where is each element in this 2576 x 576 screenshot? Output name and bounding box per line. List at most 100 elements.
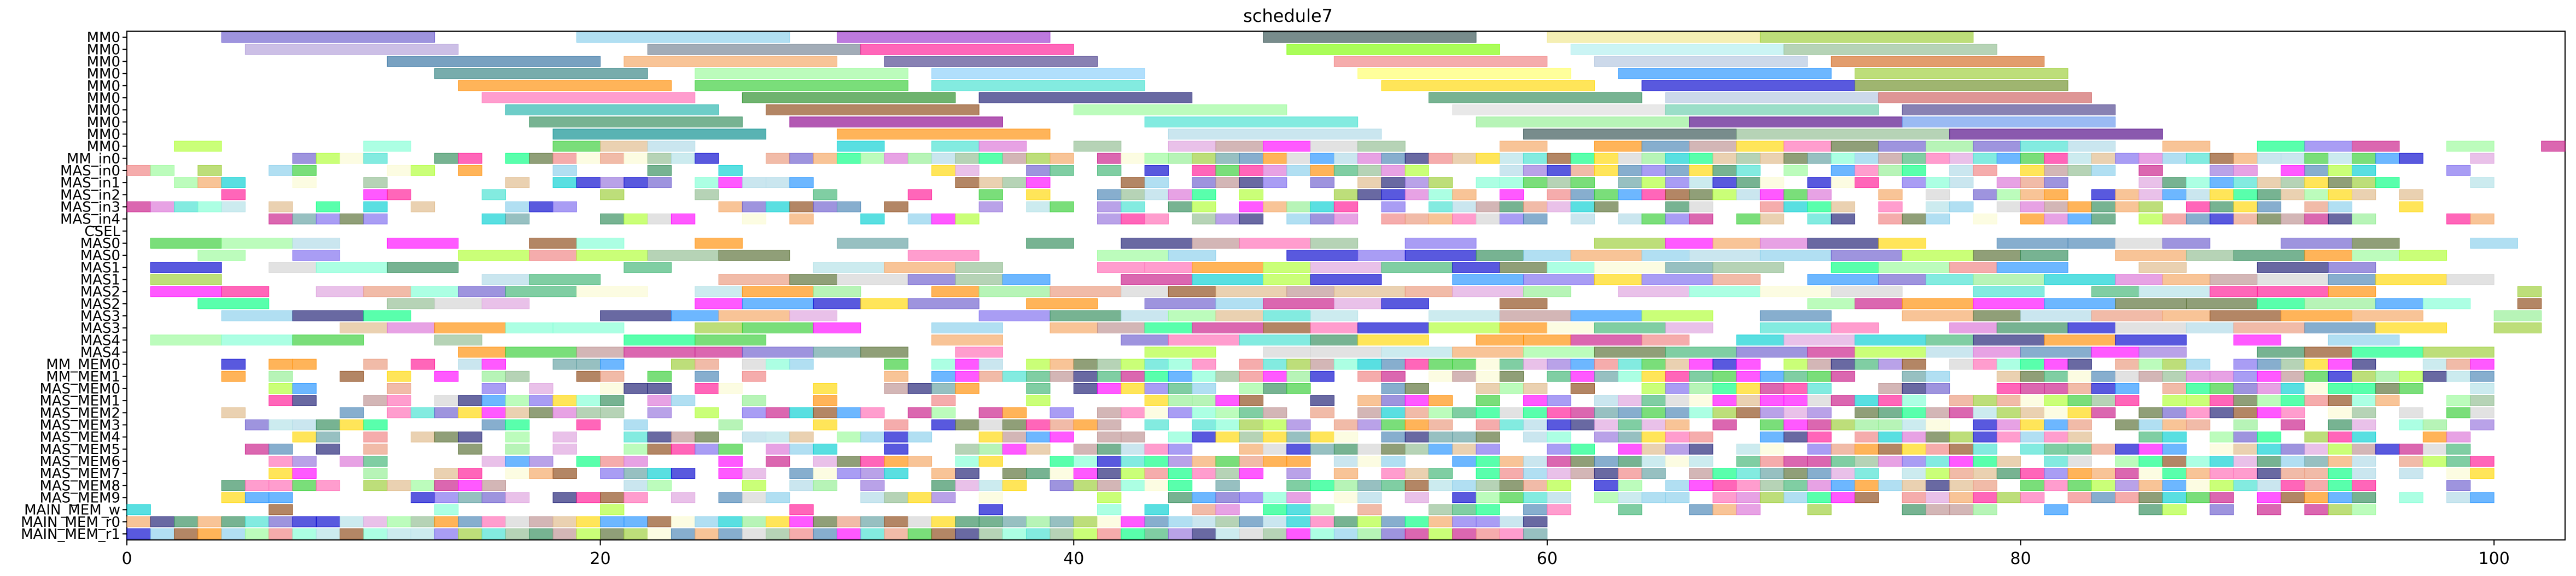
task-bar (695, 322, 743, 334)
task-bar (1831, 177, 1856, 189)
task-bar (1547, 419, 1571, 431)
task-bar (1239, 189, 1264, 201)
task-bar (623, 516, 648, 527)
task-bar (126, 504, 151, 515)
task-bar (1050, 322, 1098, 334)
task-bar (316, 201, 341, 213)
y-tick-label: MAS3 (80, 320, 120, 337)
task-bar (1807, 431, 1832, 443)
task-bar (1902, 419, 1926, 431)
task-bar (1618, 189, 1642, 201)
task-bar (1570, 334, 1642, 346)
task-bar (1665, 492, 1690, 503)
task-bar (2020, 419, 2045, 431)
task-bar (1855, 68, 2068, 79)
task-bar (2210, 371, 2234, 382)
task-bar (552, 140, 601, 152)
task-bar (1499, 407, 1524, 419)
task-bar (1996, 431, 2021, 443)
task-bar (340, 419, 364, 431)
task-bar (1357, 140, 1406, 152)
task-bar (1641, 140, 1690, 152)
task-bar (1310, 504, 1334, 515)
task-bar (1097, 250, 1169, 261)
task-bar (1689, 383, 1714, 394)
task-bar (2020, 152, 2045, 164)
task-bar (2328, 177, 2352, 189)
task-bar (1499, 298, 1548, 309)
task-bar (1641, 395, 1666, 407)
task-bar (1381, 443, 1406, 455)
task-bar (1263, 140, 1311, 152)
y-tick-label: MM0 (87, 114, 120, 131)
task-bar (1286, 516, 1311, 527)
task-bar (1168, 286, 1216, 297)
task-bar (2446, 480, 2471, 491)
task-bar (1192, 492, 1216, 503)
task-bar (363, 189, 388, 201)
task-bar (623, 334, 696, 346)
task-bar (292, 237, 341, 249)
task-bar (2138, 492, 2163, 503)
task-bar (221, 286, 270, 297)
task-bar (1925, 213, 1950, 225)
task-bar (221, 371, 246, 382)
task-bar (2304, 189, 2329, 201)
task-bar (1168, 250, 1216, 261)
task-bar (789, 431, 814, 443)
task-bar (1239, 358, 1264, 370)
task-bar (2304, 431, 2329, 443)
task-bar (481, 92, 696, 103)
task-bar (1689, 250, 1761, 261)
task-bar (1878, 395, 1903, 407)
task-bar (1002, 177, 1027, 189)
task-bar (1665, 371, 1690, 382)
task-bar (695, 371, 719, 382)
task-bar (292, 152, 317, 164)
task-bar (1428, 201, 1453, 213)
task-bar (316, 286, 364, 297)
task-bar (1523, 407, 1548, 419)
task-bar (1121, 237, 1193, 249)
task-bar (576, 237, 625, 249)
task-bar (1310, 152, 1334, 164)
task-bar (1215, 528, 1240, 539)
task-bar (2281, 455, 2305, 467)
task-bar (2185, 480, 2211, 491)
task-bar (292, 480, 317, 491)
task-bar (434, 322, 506, 334)
task-bar (1641, 455, 1666, 467)
task-bar (671, 468, 696, 479)
task-bar (2328, 213, 2352, 225)
x-tick-label: 60 (1537, 549, 1558, 568)
task-bar (529, 237, 577, 249)
task-bar (1618, 152, 1642, 164)
task-bar (529, 528, 553, 539)
task-bar (600, 455, 625, 467)
task-bar (766, 358, 790, 370)
task-bar (1523, 164, 1548, 176)
task-bar (221, 334, 293, 346)
task-bar (1263, 516, 1287, 527)
task-bar (1973, 346, 2021, 358)
task-bar (2446, 358, 2471, 370)
task-bar (576, 358, 601, 370)
task-bar (2257, 371, 2282, 382)
task-bar (1878, 480, 1903, 491)
task-bar (789, 201, 814, 213)
task-bar (623, 383, 648, 394)
task-bar (1925, 152, 1950, 164)
task-bar (600, 516, 625, 527)
task-bar (884, 56, 1098, 67)
task-bar (2351, 177, 2376, 189)
task-bar (2210, 492, 2234, 503)
task-bar (1570, 358, 1595, 370)
task-bar (1452, 213, 1477, 225)
task-bar (2257, 152, 2282, 164)
task-bar (1026, 516, 1051, 527)
task-bar (1736, 213, 1761, 225)
task-bar (505, 395, 530, 407)
task-bar (1499, 322, 1548, 334)
task-bar (2281, 152, 2305, 164)
task-bar (2470, 152, 2495, 164)
